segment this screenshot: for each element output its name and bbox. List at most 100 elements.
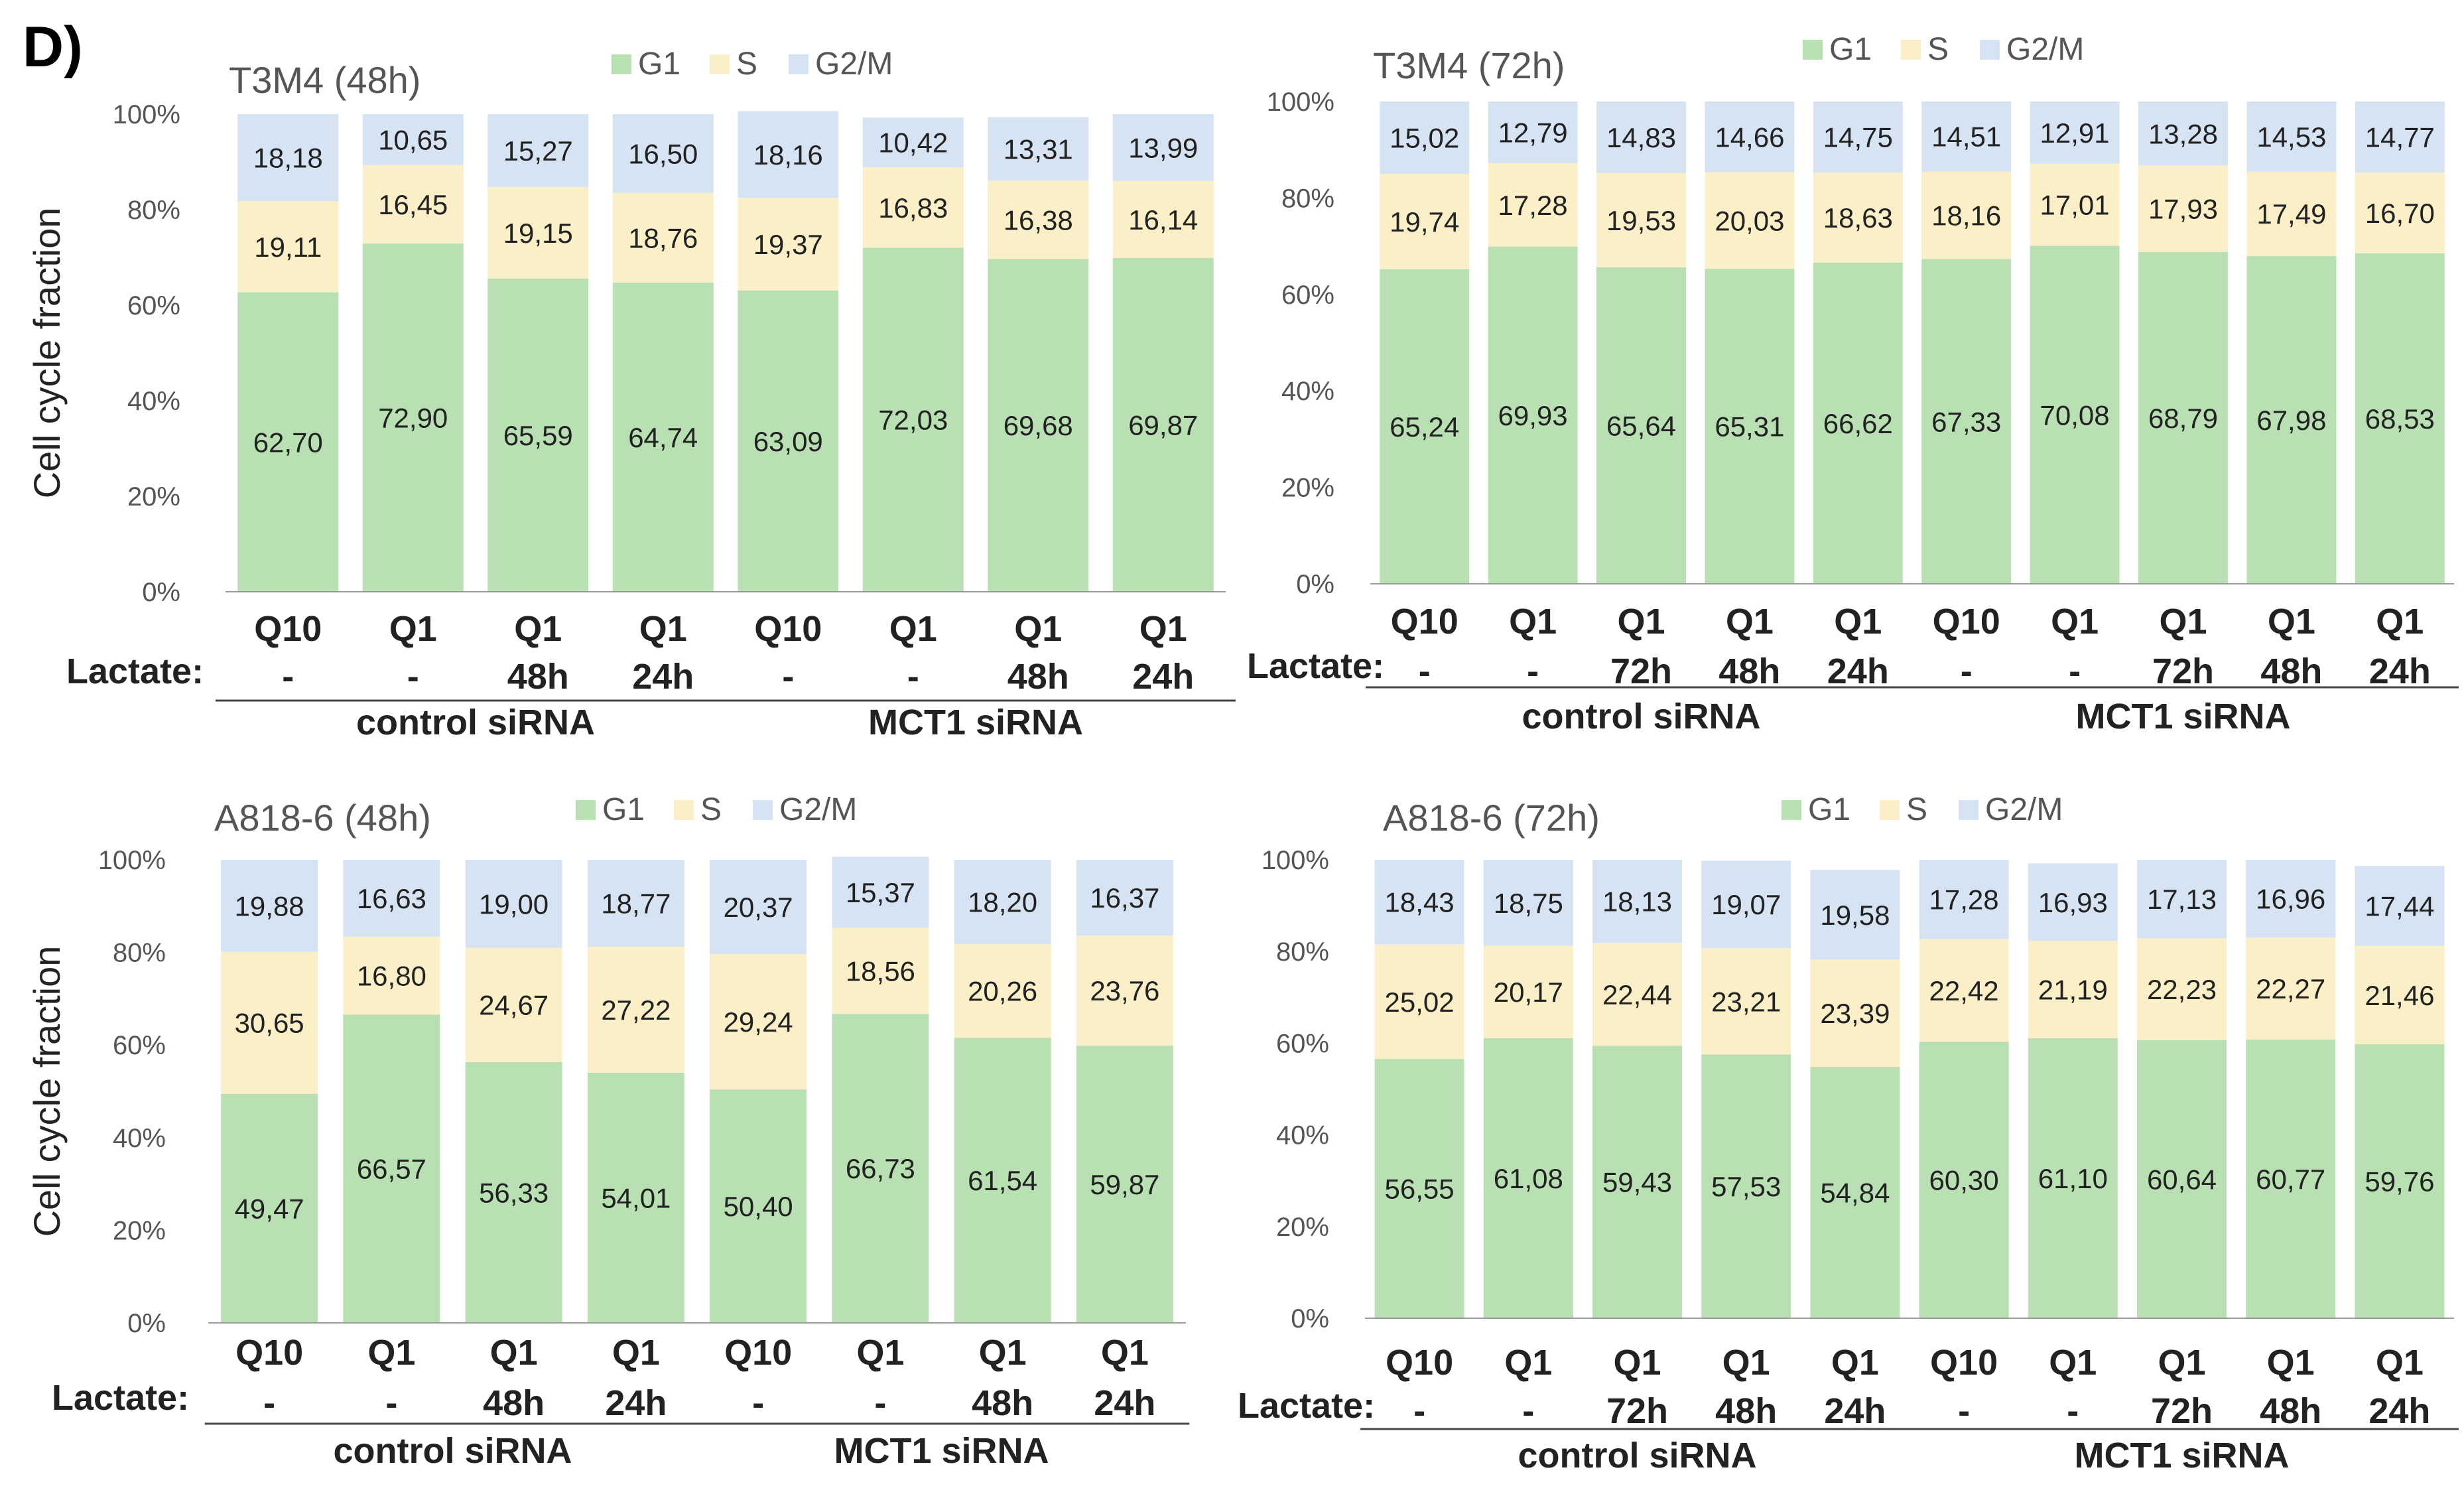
chart1-data-label-g1: 63,09 bbox=[753, 426, 823, 457]
chart1-bar-g2m bbox=[612, 114, 714, 193]
chart1-legend-swatch-g1 bbox=[612, 54, 631, 74]
chart2-bar-g2m bbox=[2355, 102, 2445, 173]
chart4-data-label-s: 21,46 bbox=[2365, 980, 2434, 1011]
chart3-bar-g1 bbox=[221, 1093, 318, 1323]
chart3-lactate-label: 24h bbox=[605, 1383, 667, 1423]
chart4-lactate-label: - bbox=[2067, 1391, 2079, 1431]
chart1-data-label-s: 19,15 bbox=[503, 218, 573, 249]
chart1-bar-g1 bbox=[862, 247, 964, 592]
chart3-data-label-s: 16,80 bbox=[357, 961, 426, 992]
chart2-ytick-label: 40% bbox=[1281, 377, 1334, 406]
chart3-bar-g2m bbox=[832, 856, 929, 928]
chart4-legend-label-s: S bbox=[1906, 792, 1927, 827]
chart3-bar-s bbox=[832, 927, 929, 1014]
chart2-legend-swatch-g1 bbox=[1803, 40, 1823, 60]
chart4-bar-g1 bbox=[2137, 1040, 2227, 1318]
chart4-bar-g2m bbox=[2355, 866, 2445, 946]
chart4-legend-label-g1: G1 bbox=[1808, 792, 1850, 827]
chart2-legend-label-g2m: G2/M bbox=[2006, 32, 2084, 67]
chart4-group-label: control siRNA bbox=[1518, 1436, 1756, 1475]
chart3-data-label-g1: 66,73 bbox=[846, 1153, 915, 1184]
chart4-legend-swatch-s bbox=[1880, 800, 1900, 820]
chart4-bar-s bbox=[2355, 945, 2445, 1045]
chart3-data-label-g1: 49,47 bbox=[235, 1193, 304, 1224]
chart4-category-label: Q1 bbox=[2267, 1343, 2315, 1383]
chart1-bar-s bbox=[612, 192, 714, 283]
chart4-category-label: Q10 bbox=[1930, 1343, 1998, 1383]
chart4-bar-s bbox=[1483, 945, 1573, 1038]
chart3-title: A818-6 (48h) bbox=[214, 797, 431, 839]
chart2-ytick-label: 100% bbox=[1267, 88, 1334, 117]
chart4-ytick-label: 80% bbox=[1276, 937, 1329, 967]
chart1-bar-g2m bbox=[1112, 114, 1214, 181]
chart1-lactate-label: 48h bbox=[507, 657, 569, 697]
chart2-legend-label-g1: G1 bbox=[1829, 32, 1872, 67]
chart4-bar-s bbox=[1810, 959, 1900, 1067]
chart2-lactate-label: 24h bbox=[1827, 651, 1889, 691]
chart1-lactate-label: - bbox=[282, 657, 294, 697]
chart1-data-label-g1: 72,03 bbox=[878, 405, 948, 436]
chart2-data-label-g1: 67,98 bbox=[2256, 405, 2326, 436]
chart3-lactate-row-label: Lactate: bbox=[52, 1378, 189, 1418]
chart1-bar-s bbox=[738, 198, 839, 291]
chart1-legend-label-g2m: G2/M bbox=[815, 46, 893, 82]
chart2-bar-s bbox=[1813, 172, 1903, 263]
chart2-data-label-g2m: 14,53 bbox=[2256, 121, 2326, 153]
chart4-lactate-label: 48h bbox=[2260, 1391, 2321, 1431]
panel-label: D) bbox=[23, 15, 83, 79]
chart4-data-label-s: 22,42 bbox=[1929, 975, 1999, 1006]
chart4-bar-g2m bbox=[2246, 860, 2336, 938]
chart1-bar-g2m bbox=[862, 117, 964, 168]
chart1-data-label-s: 16,45 bbox=[378, 189, 448, 220]
chart1-bar-g1 bbox=[487, 278, 589, 592]
chart1-data-label-g2m: 10,65 bbox=[378, 124, 448, 155]
chart3-lactate-label: - bbox=[263, 1383, 275, 1423]
chart4-lactate-label: 24h bbox=[2368, 1391, 2430, 1431]
chart1-lactate-label: - bbox=[407, 657, 419, 697]
chart1-bar-g1 bbox=[988, 259, 1089, 592]
chart1-bar-g2m bbox=[362, 114, 464, 165]
chart3-data-label-s: 23,76 bbox=[1090, 975, 1159, 1006]
chart4-data-label-g1: 57,53 bbox=[1711, 1171, 1781, 1202]
chart3-bar-g2m bbox=[465, 860, 562, 948]
chart4-title: A818-6 (72h) bbox=[1383, 797, 1600, 839]
chart2-data-label-s: 18,63 bbox=[1823, 202, 1893, 234]
chart3-category-label: Q1 bbox=[979, 1333, 1027, 1373]
chart1-data-label-s: 19,11 bbox=[254, 232, 322, 263]
chart4-data-label-g2m: 19,58 bbox=[1820, 900, 1890, 931]
chart2-data-label-g1: 68,79 bbox=[2148, 403, 2218, 434]
chart1-bar-g1 bbox=[1112, 257, 1214, 592]
chart1-legend-label-g1: G1 bbox=[638, 46, 681, 82]
chart3-legend-swatch-g2m bbox=[753, 800, 773, 820]
chart2-bar-s bbox=[1488, 163, 1578, 247]
chart4-data-label-s: 22,44 bbox=[1602, 979, 1672, 1010]
chart2-lactate-row-label: Lactate: bbox=[1247, 646, 1384, 686]
chart4-lactate-label: - bbox=[1958, 1391, 1970, 1431]
chart4-bar-s bbox=[2028, 941, 2118, 1038]
chart3-data-label-s: 27,22 bbox=[601, 994, 671, 1026]
chart1-category-label: Q1 bbox=[514, 609, 562, 649]
chart2-bar-g1 bbox=[1813, 262, 1903, 584]
chart4-category-label: Q1 bbox=[2049, 1343, 2097, 1383]
chart4-lactate-label: 48h bbox=[1715, 1391, 1777, 1431]
chart1-data-label-g2m: 13,99 bbox=[1128, 132, 1198, 163]
chart1-legend-swatch-g2m bbox=[789, 54, 809, 74]
chart4-data-label-s: 20,17 bbox=[1494, 977, 1563, 1008]
chart4-category-label: Q1 bbox=[1722, 1343, 1770, 1383]
chart2-bar-g2m bbox=[2030, 102, 2120, 164]
chart2-data-label-g2m: 14,66 bbox=[1715, 121, 1784, 153]
chart4-bar-g1 bbox=[2028, 1038, 2118, 1318]
chart2-data-label-g1: 69,93 bbox=[1498, 400, 1568, 431]
chart3-data-label-g1: 56,33 bbox=[479, 1177, 549, 1208]
chart1-ytick-label: 0% bbox=[142, 578, 180, 607]
chart3-ytick-label: 80% bbox=[113, 939, 166, 968]
chart2-data-label-s: 17,93 bbox=[2148, 194, 2218, 225]
chart2-data-label-g2m: 14,77 bbox=[2365, 122, 2435, 153]
chart4-data-label-g1: 59,43 bbox=[1602, 1167, 1672, 1198]
chart1-lactate-label: 48h bbox=[1007, 657, 1069, 697]
chart1-bar-s bbox=[988, 180, 1089, 259]
chart2-bar-g1 bbox=[2246, 255, 2337, 584]
chart3-legend-swatch-s bbox=[674, 800, 694, 820]
chart2-bar-g2m bbox=[1596, 102, 1686, 173]
